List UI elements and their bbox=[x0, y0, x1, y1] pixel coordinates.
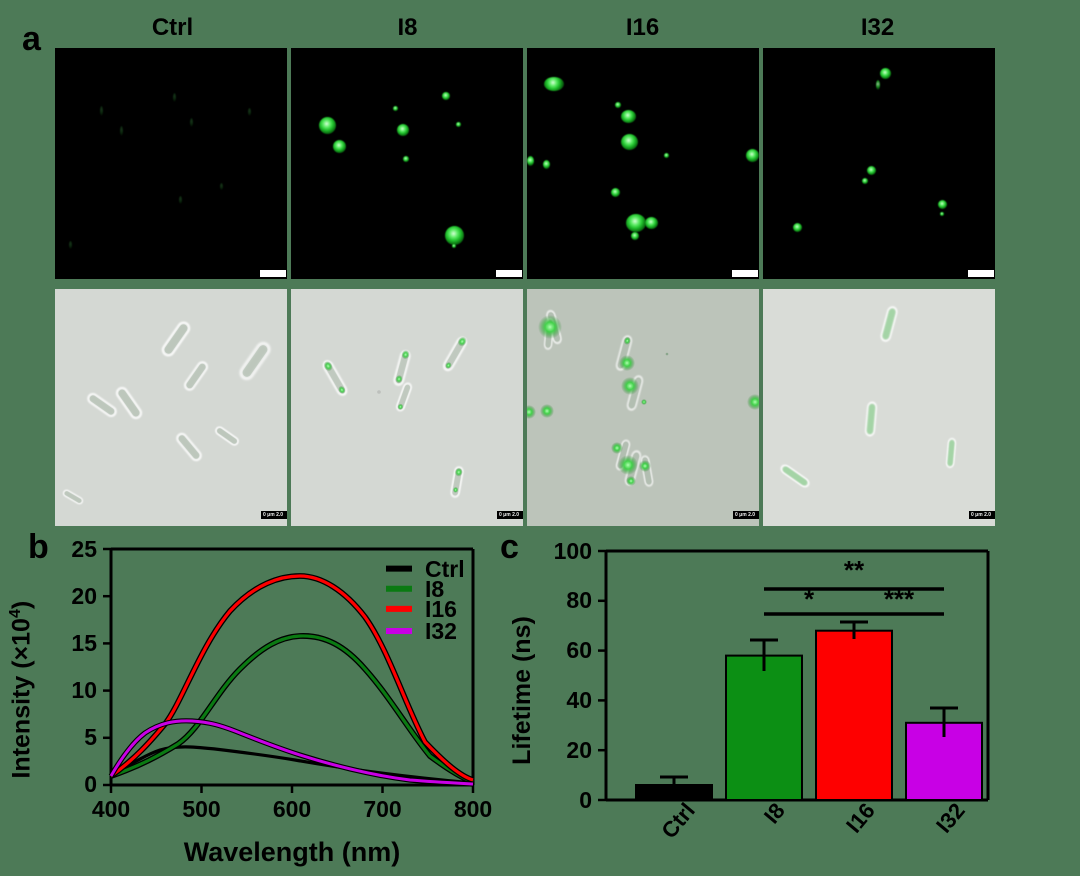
svg-text:Ctrl: Ctrl bbox=[656, 798, 700, 843]
svg-text:I16: I16 bbox=[841, 798, 880, 838]
svg-text:500: 500 bbox=[182, 796, 220, 822]
svg-text:20: 20 bbox=[71, 583, 97, 609]
svg-text:25: 25 bbox=[71, 536, 97, 562]
svg-text:***: *** bbox=[884, 584, 915, 614]
svg-text:40: 40 bbox=[566, 687, 592, 713]
svg-text:I32: I32 bbox=[425, 618, 457, 644]
svg-text:5: 5 bbox=[84, 724, 97, 750]
svg-text:700: 700 bbox=[363, 796, 401, 822]
svg-text:*: * bbox=[804, 584, 815, 614]
svg-text:800: 800 bbox=[454, 796, 492, 822]
svg-text:15: 15 bbox=[71, 630, 97, 656]
svg-text:0: 0 bbox=[579, 787, 592, 813]
svg-text:I32: I32 bbox=[931, 798, 970, 838]
svg-text:10: 10 bbox=[71, 677, 97, 703]
svg-text:600: 600 bbox=[273, 796, 311, 822]
svg-text:80: 80 bbox=[566, 587, 592, 613]
svg-text:20: 20 bbox=[566, 737, 592, 763]
svg-text:100: 100 bbox=[554, 538, 592, 564]
svg-text:0: 0 bbox=[84, 771, 97, 797]
svg-text:**: ** bbox=[844, 555, 865, 585]
svg-text:I8: I8 bbox=[759, 798, 790, 828]
svg-text:400: 400 bbox=[92, 796, 130, 822]
svg-text:60: 60 bbox=[566, 637, 592, 663]
svg-text:Wavelength (nm): Wavelength (nm) bbox=[184, 837, 401, 867]
